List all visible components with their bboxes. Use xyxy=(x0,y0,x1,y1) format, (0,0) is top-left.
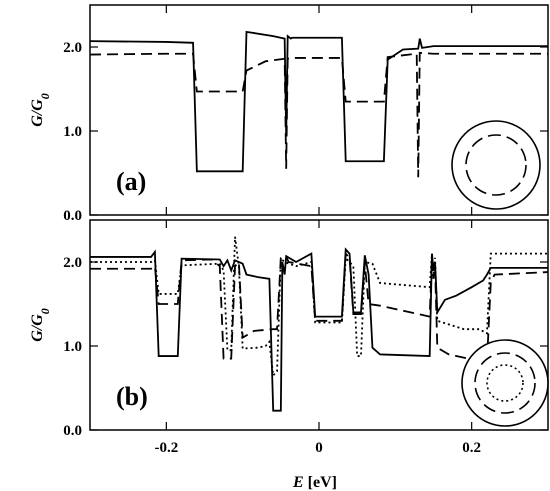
inner-circle xyxy=(465,134,527,196)
y-axis-label: G/G0 xyxy=(29,93,52,127)
inset-schematic xyxy=(461,339,549,427)
y-axis-label: G/G0 xyxy=(29,308,52,342)
x-tick-label: 0.2 xyxy=(462,440,481,456)
x-tick-label: 0 xyxy=(315,440,323,456)
panel-label: (a) xyxy=(116,167,146,196)
y-tick-label: 2.0 xyxy=(63,40,82,56)
inner-circle xyxy=(486,364,524,402)
series-dashed-line xyxy=(90,51,548,178)
panel-a: 0.0 1.0 2.0 G/G0 (a) xyxy=(29,4,549,224)
series-dashed-line xyxy=(90,251,548,364)
inset-schematic xyxy=(451,120,541,210)
y-tick-label: 1.0 xyxy=(63,339,82,355)
series-dotted-line xyxy=(90,236,548,378)
x-tick-label: -0.2 xyxy=(154,440,178,456)
outer-circle xyxy=(451,120,541,210)
x-axis-label: E [eV] xyxy=(292,474,337,491)
panel-label: (b) xyxy=(116,382,148,411)
y-tick-label: 2.0 xyxy=(63,255,82,271)
panel-b: 0.0 1.0 2.0 -0.2 0 0.2 G/G0 E [eV] (b) xyxy=(29,219,549,491)
y-tick-label: 0.0 xyxy=(63,423,82,439)
y-tick-label: 1.0 xyxy=(63,124,82,140)
series-solid-line xyxy=(90,30,548,173)
inner-circle xyxy=(474,352,536,414)
y-tick-label: 0.0 xyxy=(63,208,82,224)
